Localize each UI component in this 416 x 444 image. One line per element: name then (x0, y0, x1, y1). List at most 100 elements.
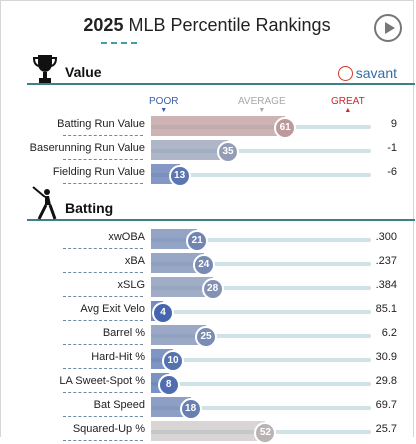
percentile-badge: 13 (168, 165, 191, 187)
savant-logo[interactable]: savant (337, 65, 397, 81)
metric-value: -6 (387, 166, 397, 178)
batting-section-header: Batting (27, 186, 415, 221)
percentile-track (151, 173, 371, 177)
percentile-badge: 8 (157, 374, 180, 396)
baseball-icon (337, 66, 353, 81)
scale-average-label: AVERAGE (238, 96, 286, 107)
metric-label: xBA (124, 255, 145, 267)
average-marker-icon: ▼ (258, 107, 266, 114)
metric-label: Batting Run Value (57, 118, 145, 130)
metric-value: 30.9 (375, 351, 397, 363)
percentile-badge: 25 (195, 326, 217, 348)
metric-label: Squared-Up % (72, 423, 145, 435)
percentile-track (151, 149, 371, 153)
metric-label: xwOBA (108, 231, 145, 243)
metric-value: 69.7 (375, 399, 397, 411)
metric-label: Fielding Run Value (52, 166, 145, 178)
percentile-track (151, 406, 371, 410)
percentile-bar (151, 421, 266, 441)
value-section-header: Value (27, 55, 415, 85)
value-section-title: Value (65, 64, 102, 80)
trophy-icon (32, 55, 58, 83)
percentile-row[interactable]: xSLG 28 .384 (1, 275, 415, 300)
metric-label: xSLG (117, 279, 145, 291)
metric-value: .384 (375, 279, 397, 291)
title-text: MLB Percentile Rankings (128, 15, 331, 35)
page-title: 2025 MLB Percentile Rankings (1, 15, 413, 36)
percentile-bar (151, 116, 286, 136)
percentile-row[interactable]: LA Sweet-Spot % 8 29.8 (1, 371, 415, 396)
row-divider (63, 183, 143, 184)
percentile-row[interactable]: Avg Exit Velo 4 85.1 (1, 299, 415, 324)
percentile-row[interactable]: Baserunning Run Value 35 -1 (1, 138, 415, 163)
percentile-badge: 4 (152, 302, 174, 324)
scale-great: GREAT ▲ (331, 96, 365, 114)
percentile-row[interactable]: Bat Speed 18 69.7 (1, 395, 415, 420)
percentile-track (151, 358, 371, 362)
row-divider (63, 368, 143, 369)
batter-icon (32, 186, 57, 220)
scale-poor-label: POOR (149, 96, 179, 107)
great-marker-icon: ▲ (344, 107, 352, 114)
title-underline (101, 42, 137, 44)
percentile-row[interactable]: Fielding Run Value 13 -6 (1, 162, 415, 187)
percentile-track (151, 262, 371, 266)
percentile-bar (151, 140, 228, 160)
percentile-row[interactable]: Barrel % 25 6.2 (1, 323, 415, 348)
row-divider (63, 320, 143, 321)
percentile-bar (151, 253, 204, 273)
percentile-bar (151, 277, 213, 297)
metric-value: .237 (375, 255, 397, 267)
percentile-badge: 61 (274, 117, 297, 139)
row-divider (63, 440, 143, 441)
percentile-track (151, 238, 371, 242)
percentile-row[interactable]: Squared-Up % 52 25.7 (1, 419, 415, 444)
percentile-track (151, 286, 371, 290)
percentile-row[interactable]: Hard-Hit % 10 30.9 (1, 347, 415, 372)
percentile-bar (151, 325, 206, 345)
percentile-badge: 18 (179, 398, 202, 420)
row-divider (63, 392, 143, 393)
savant-label: savant (355, 65, 397, 81)
row-divider (63, 416, 143, 417)
metric-value: .300 (375, 231, 397, 243)
percentile-track (151, 382, 371, 386)
play-button[interactable] (374, 14, 402, 42)
metric-label: LA Sweet-Spot % (59, 375, 145, 387)
percentile-row[interactable]: xwOBA 21 .300 (1, 227, 415, 252)
percentile-badge: 10 (162, 350, 184, 372)
percentile-badge: 24 (192, 254, 215, 276)
row-divider (63, 272, 143, 273)
scale-great-label: GREAT (331, 96, 365, 107)
metric-label: Bat Speed (93, 399, 145, 411)
metric-label: Avg Exit Velo (80, 303, 145, 315)
metric-label: Hard-Hit % (91, 351, 145, 363)
metric-value: -1 (387, 142, 397, 154)
title-year: 2025 (83, 15, 124, 35)
metric-value: 85.1 (375, 303, 397, 315)
percentile-row[interactable]: xBA 24 .237 (1, 251, 415, 276)
row-divider (63, 344, 143, 345)
percentile-bar (151, 229, 198, 249)
row-divider (63, 159, 143, 160)
scale-average: AVERAGE ▼ (238, 96, 286, 114)
percentile-badge: 28 (201, 278, 224, 300)
metric-value: 29.8 (375, 375, 397, 387)
percentile-row[interactable]: Batting Run Value 61 9 (1, 114, 415, 139)
metric-value: 25.7 (375, 423, 397, 435)
percentile-track (151, 310, 371, 314)
batting-section-title: Batting (65, 200, 114, 216)
row-divider (63, 296, 143, 297)
scale-poor: POOR ▼ (149, 96, 178, 114)
metric-label: Barrel % (102, 327, 145, 339)
row-divider (63, 135, 143, 136)
percentile-track (151, 334, 371, 338)
percentile-badge: 52 (254, 422, 277, 444)
metric-label: Baserunning Run Value (29, 142, 145, 154)
percentile-badge: 21 (186, 230, 209, 252)
metric-value: 6.2 (381, 327, 397, 339)
row-divider (63, 248, 143, 249)
poor-marker-icon: ▼ (160, 107, 168, 114)
metric-value: 9 (390, 118, 397, 130)
